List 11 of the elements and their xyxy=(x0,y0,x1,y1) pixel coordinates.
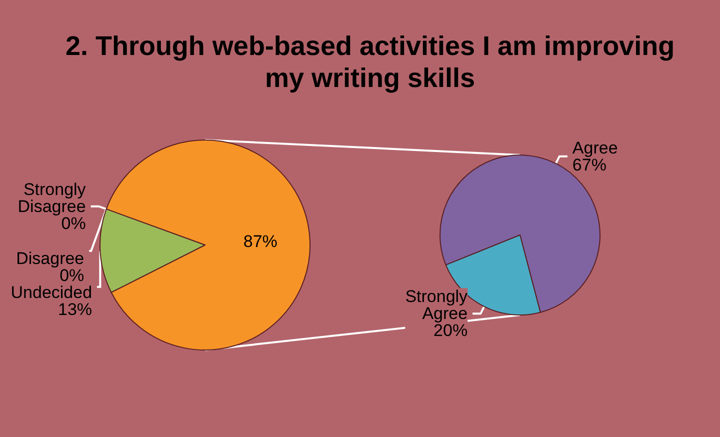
text: 0% xyxy=(60,266,84,286)
text: 2. Through web-based activities I am improving my writing skills xyxy=(64,30,676,94)
data-label: 20% xyxy=(434,321,468,340)
legend-label: Strongly Disagree xyxy=(18,180,86,216)
slice-label: Strongly Agree xyxy=(405,287,468,324)
text: 0% xyxy=(61,214,86,233)
data-label: 13% xyxy=(58,300,92,320)
data-label: 87% xyxy=(243,232,278,252)
category-label: Disagree xyxy=(16,249,84,268)
slice-label: Agree xyxy=(572,138,618,158)
slice-label: Undecided xyxy=(10,283,92,302)
